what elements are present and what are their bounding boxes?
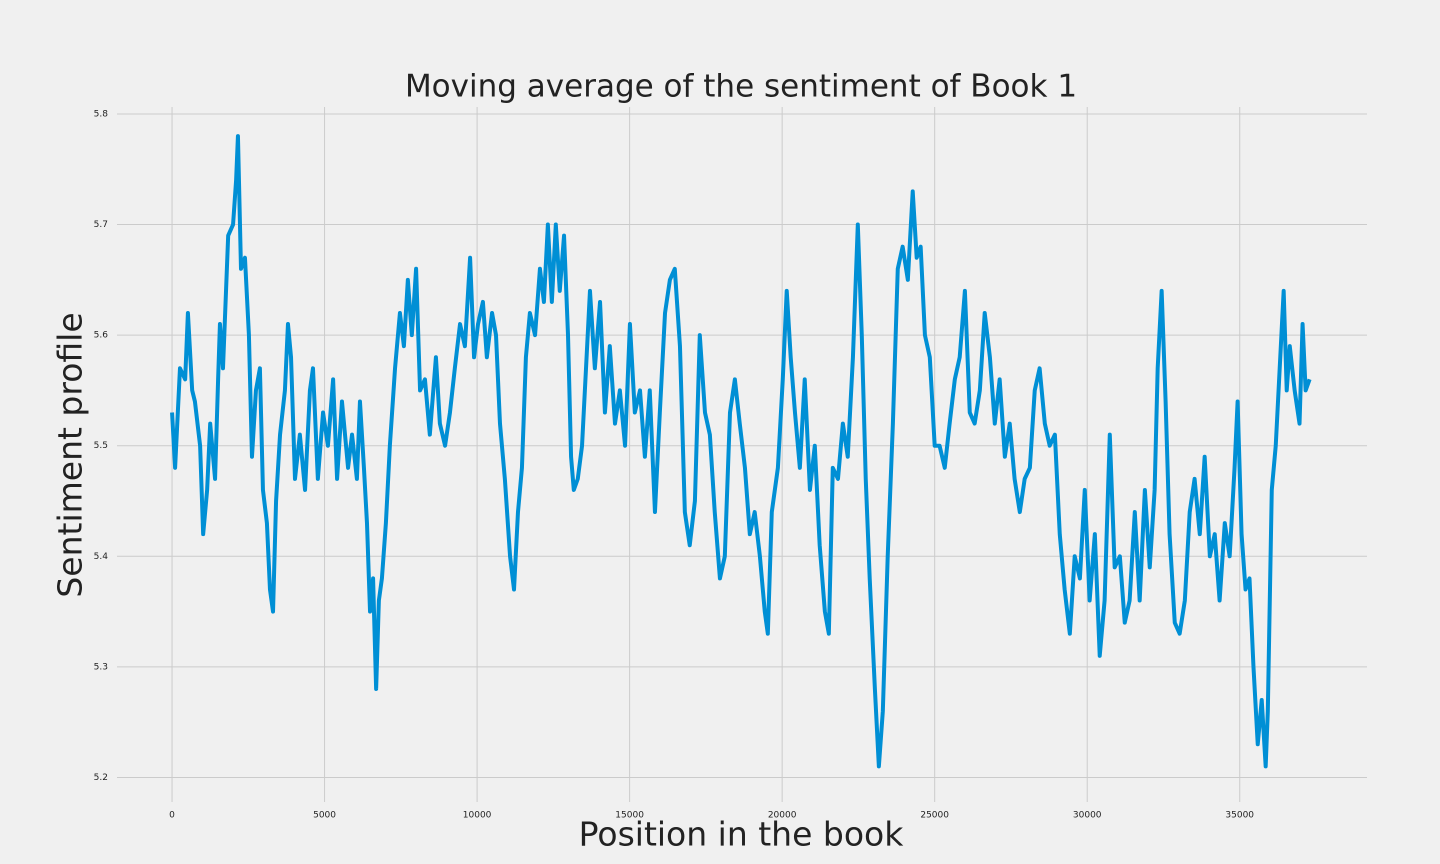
data-line xyxy=(170,134,1312,769)
chart-title: Moving average of the sentiment of Book … xyxy=(405,69,1077,105)
x-tick-label: 20000 xyxy=(768,811,797,821)
x-tick-label: 0 xyxy=(169,811,175,821)
x-tick-label: 30000 xyxy=(1073,811,1102,821)
x-tick-label: 5000 xyxy=(313,811,336,821)
y-tick-label: 5.8 xyxy=(94,109,109,119)
x-tick-label: 35000 xyxy=(1225,811,1254,821)
x-axis-label: Position in the book xyxy=(579,815,905,854)
x-tick-label: 25000 xyxy=(920,811,949,821)
y-tick-label: 5.3 xyxy=(94,662,108,672)
x-tick-label: 15000 xyxy=(615,811,644,821)
y-tick-label: 5.7 xyxy=(94,220,108,230)
y-tick-label: 5.5 xyxy=(94,441,108,451)
y-tick-label: 5.4 xyxy=(94,552,109,562)
y-axis-label: Sentiment profile xyxy=(51,312,90,597)
y-tick-label: 5.2 xyxy=(94,773,108,783)
y-tick-label: 5.6 xyxy=(94,331,109,341)
x-tick-label: 10000 xyxy=(463,811,492,821)
